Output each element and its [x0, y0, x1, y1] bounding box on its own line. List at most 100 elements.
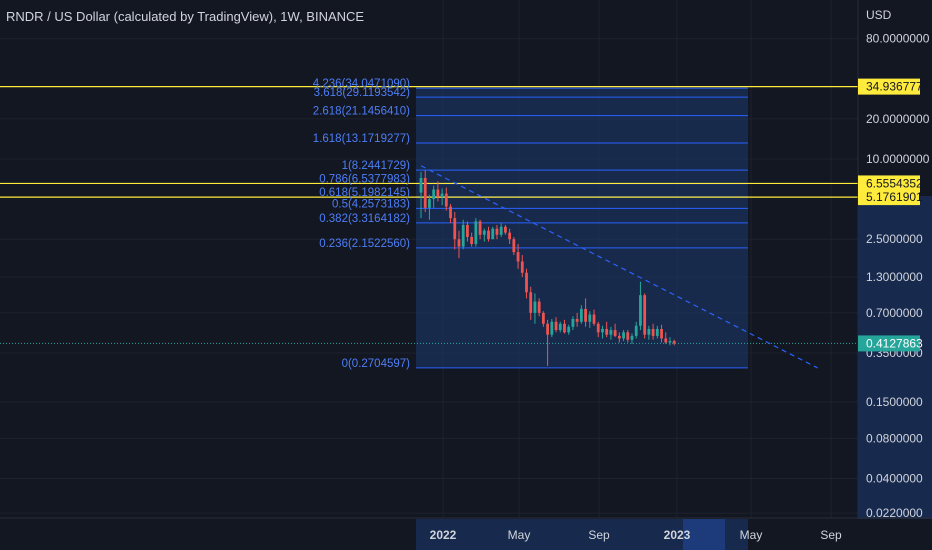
candle-body [550, 321, 554, 335]
candle-body [423, 178, 427, 208]
price-tick-label: 0.7000000 [866, 306, 923, 320]
last-price-tag-label: 0.4127863 [866, 336, 923, 350]
candle-body [491, 228, 495, 240]
horizontal-line-tag-label: 5.1761901 [866, 190, 923, 204]
price-axis[interactable]: 80.0000000 20.0000000 10.0000000 2.5000000 1… [857, 0, 932, 550]
candle-body [470, 236, 474, 245]
candle-body [584, 308, 587, 322]
candle-body [634, 325, 638, 336]
candle-body [474, 221, 478, 245]
time-tick-label: May [740, 528, 763, 542]
fib-level-label: 3.618(29.1193542) [314, 87, 411, 99]
fib-level-label: 0(0.2704597) [342, 358, 411, 370]
last-price-tag [858, 335, 920, 352]
candle-body [453, 218, 457, 240]
candle-body [605, 328, 609, 335]
candle-body [504, 226, 507, 233]
fib-level-label: 2.618(21.1456410) [313, 106, 410, 118]
candle-body [588, 314, 592, 322]
candle-body [432, 189, 436, 200]
fib-level-label: 0.618(5.1982145) [319, 187, 410, 199]
fib-labels: 4.236(34.0471090)3.618(29.1193542) 2.618(… [313, 78, 410, 370]
candle-body [613, 330, 617, 336]
candle-body [419, 178, 423, 193]
time-tick-label: Sep [588, 528, 610, 542]
chart-title: RNDR / US Dollar (calculated by TradingV… [6, 9, 365, 24]
candle-body [482, 230, 486, 235]
candle-body [508, 232, 512, 240]
price-tick-label: 1.3000000 [866, 270, 923, 284]
candles [419, 170, 676, 366]
candle-body [609, 330, 613, 335]
horizontal-line-tag[interactable] [858, 78, 920, 95]
price-tick-label: 0.0800000 [866, 431, 923, 445]
fib-level-label: 0.382(3.3164182) [319, 213, 410, 225]
fib-level-label: 1(8.2441729) [342, 160, 411, 172]
candle-body [575, 318, 579, 322]
price-tick-label: 0.0220000 [866, 506, 923, 520]
candle-body [529, 292, 533, 313]
candle-body [495, 228, 499, 235]
candle-body [436, 189, 440, 197]
candle-body [655, 328, 659, 336]
candle-body [533, 301, 537, 313]
candle-body [525, 272, 528, 293]
horizontal-line-tag[interactable] [858, 189, 920, 206]
candle-body [643, 295, 647, 335]
price-tick-label: 80.0000000 [866, 32, 930, 46]
candle-body [537, 301, 541, 313]
candle-body [579, 308, 583, 322]
candle-body [639, 295, 642, 326]
candle-body [461, 224, 465, 247]
candle-body [554, 321, 558, 331]
candle-body [622, 332, 625, 339]
candle-body [512, 239, 516, 253]
candle-body [668, 341, 672, 343]
time-axis-cursor-highlight [683, 519, 725, 550]
price-tick-label: 2.5000000 [866, 232, 923, 246]
time-tick-label: 2022 [430, 528, 457, 542]
candle-body [660, 328, 663, 339]
time-tick-label: May [508, 528, 531, 542]
candle-body [457, 239, 461, 247]
candle-body [592, 314, 596, 324]
fib-level-label: 0.5(4.2573183) [332, 198, 410, 210]
candle-body [558, 323, 562, 331]
candle-body [428, 199, 431, 208]
candle-body [617, 335, 621, 339]
candle-body [651, 328, 655, 336]
candle-body [520, 261, 524, 273]
candle-body [664, 338, 668, 343]
time-axis[interactable]: 2022 May Sep 2023 May Sep [0, 517, 932, 550]
trendline[interactable] [420, 165, 818, 369]
fib-level-label: 1.618(13.1719277) [313, 133, 410, 145]
time-tick-label: Sep [820, 528, 842, 542]
fib-level-label: 0.236(2.1522560) [319, 238, 410, 250]
candle-body [478, 221, 482, 235]
fib-level-label: 0.786(6.5377983) [319, 174, 410, 186]
candle-body [444, 193, 448, 207]
candle-body [449, 206, 452, 219]
candle-body [487, 230, 490, 240]
horizontal-line-tag-label: 34.9367779 [866, 80, 930, 94]
candle-body [571, 318, 575, 327]
fib-level-label: 4.236(34.0471090) [313, 78, 410, 90]
fib-retracement[interactable] [416, 87, 748, 369]
candle-body [541, 312, 545, 324]
price-tick-label: 0.1500000 [866, 395, 923, 409]
candle-body [630, 335, 634, 340]
currency-label: USD [866, 8, 892, 22]
candle-body [601, 328, 604, 333]
candle-body [466, 224, 469, 237]
price-tick-label: 10.0000000 [866, 152, 930, 166]
horizontal-line-tag[interactable] [858, 175, 920, 192]
candle-body [516, 252, 520, 262]
time-tick-label: 2023 [664, 528, 691, 542]
candle-body [499, 226, 503, 235]
candle-body [563, 323, 566, 333]
price-tick-label: 0.0400000 [866, 471, 923, 485]
price-axis-range-highlight [858, 196, 932, 519]
candle-body [567, 326, 571, 333]
horizontal-line-tag-label: 6.5554352 [866, 176, 923, 190]
